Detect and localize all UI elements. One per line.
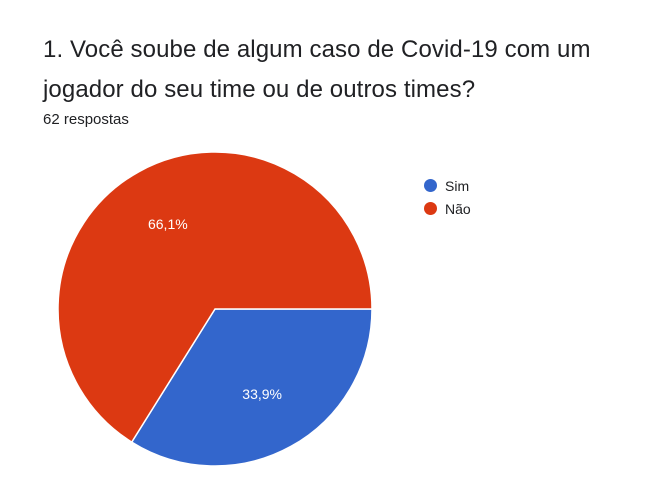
chart-legend: Sim Não	[424, 174, 471, 220]
pie-label-sim: 33,9%	[242, 386, 282, 402]
legend-swatch-icon	[424, 179, 437, 192]
question-title: 1. Você soube de algum caso de Covid-19 …	[43, 36, 591, 103]
legend-label: Não	[445, 200, 471, 217]
legend-label: Sim	[445, 177, 470, 194]
pie-slice-sim[interactable]	[130, 308, 373, 467]
pie-slice-não[interactable]	[57, 151, 373, 444]
legend-item-não[interactable]: Não	[424, 197, 471, 220]
legend-swatch-icon	[424, 202, 437, 215]
pie-label-não: 66,1%	[148, 216, 188, 232]
legend-item-sim[interactable]: Sim	[424, 174, 471, 197]
response-count: 62 respostas	[43, 111, 129, 128]
